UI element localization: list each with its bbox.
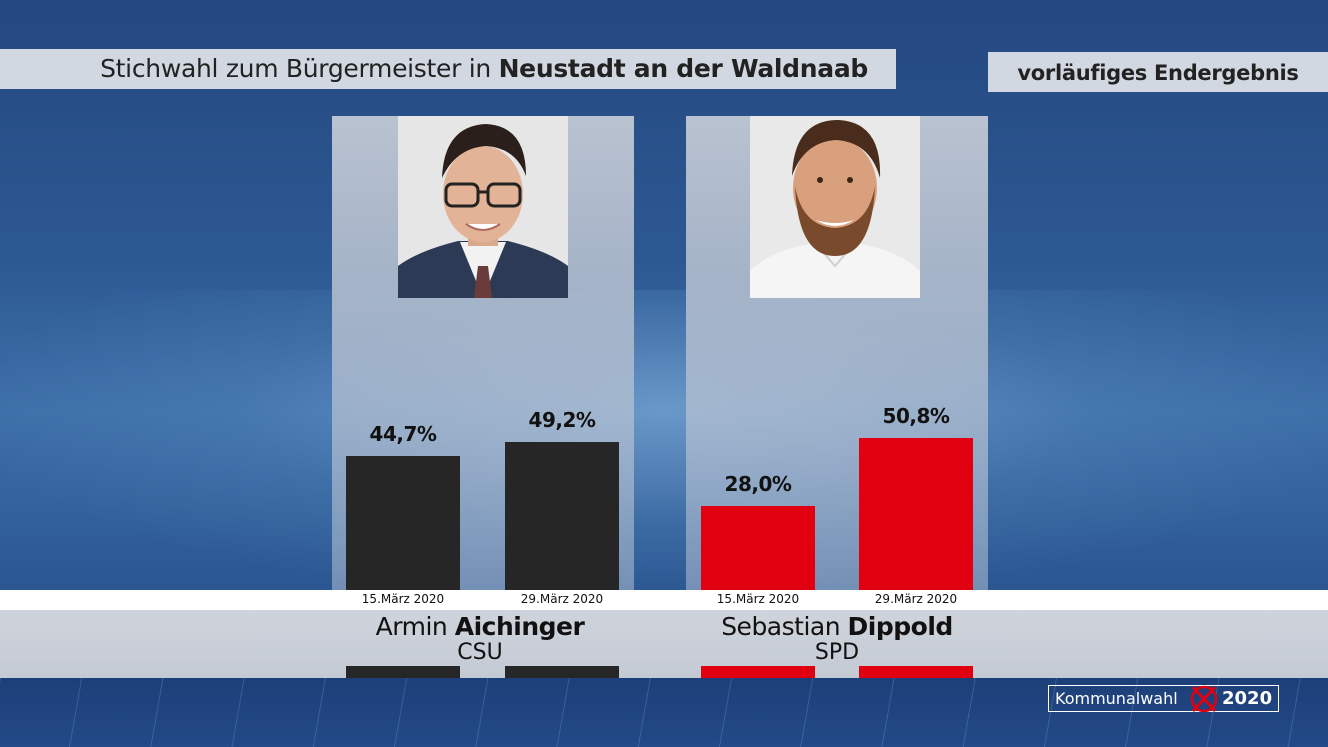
- candidate-party-aichinger: CSU: [457, 640, 503, 665]
- election-logo: Kommunalwahl 2020: [1048, 685, 1279, 713]
- bar-csu-1: [346, 455, 460, 590]
- candidate-name-aichinger: Armin Aichinger: [280, 612, 680, 641]
- status-bar: vorläufiges Endergebnis: [988, 52, 1328, 92]
- bar-value-label: 49,2%: [528, 408, 596, 433]
- ballot-x-icon: [1187, 683, 1221, 719]
- bar-spd-2: [859, 437, 973, 590]
- background-grid: [0, 678, 1328, 747]
- chart-title: Stichwahl zum Bürgermeister in Neustadt …: [100, 49, 868, 89]
- candidate-photo-aichinger: [398, 116, 568, 298]
- bar-value-label: 50,8%: [882, 403, 950, 428]
- title-place: Neustadt an der Waldnaab: [498, 54, 869, 83]
- bar-value-label: 44,7%: [369, 421, 437, 446]
- bar-stub: [346, 666, 460, 678]
- background-glow: [0, 290, 1328, 590]
- bar-spd-1: [701, 506, 815, 590]
- candidate-name-dippold: Sebastian Dippold: [637, 612, 1037, 641]
- bottom-band: [0, 678, 1328, 747]
- last-name: Dippold: [847, 612, 954, 641]
- first-name: Sebastian: [721, 612, 841, 641]
- first-name: Armin: [375, 612, 448, 641]
- candidate-party-dippold: SPD: [814, 640, 860, 665]
- bar-stub: [505, 666, 619, 678]
- date-label: 29.März 2020: [874, 592, 958, 606]
- date-label: 29.März 2020: [520, 592, 604, 606]
- bar-csu-2: [505, 442, 619, 590]
- date-label: 15.März 2020: [716, 592, 800, 606]
- logo-text: Kommunalwahl: [1055, 689, 1178, 708]
- bar-stub: [859, 666, 973, 678]
- date-strip: [0, 590, 1328, 610]
- result-status: vorläufiges Endergebnis: [1017, 61, 1299, 85]
- title-bar: Stichwahl zum Bürgermeister in Neustadt …: [0, 49, 896, 89]
- bar-value-label: 28,0%: [724, 472, 792, 496]
- name-band: [0, 610, 1328, 678]
- logo-year: 2020: [1222, 688, 1273, 709]
- candidate-photo-dippold: [750, 116, 920, 298]
- last-name: Aichinger: [454, 612, 585, 641]
- bar-stub: [701, 666, 815, 678]
- date-label: 15.März 2020: [361, 592, 445, 606]
- title-prefix: Stichwahl zum Bürgermeister in: [100, 54, 499, 83]
